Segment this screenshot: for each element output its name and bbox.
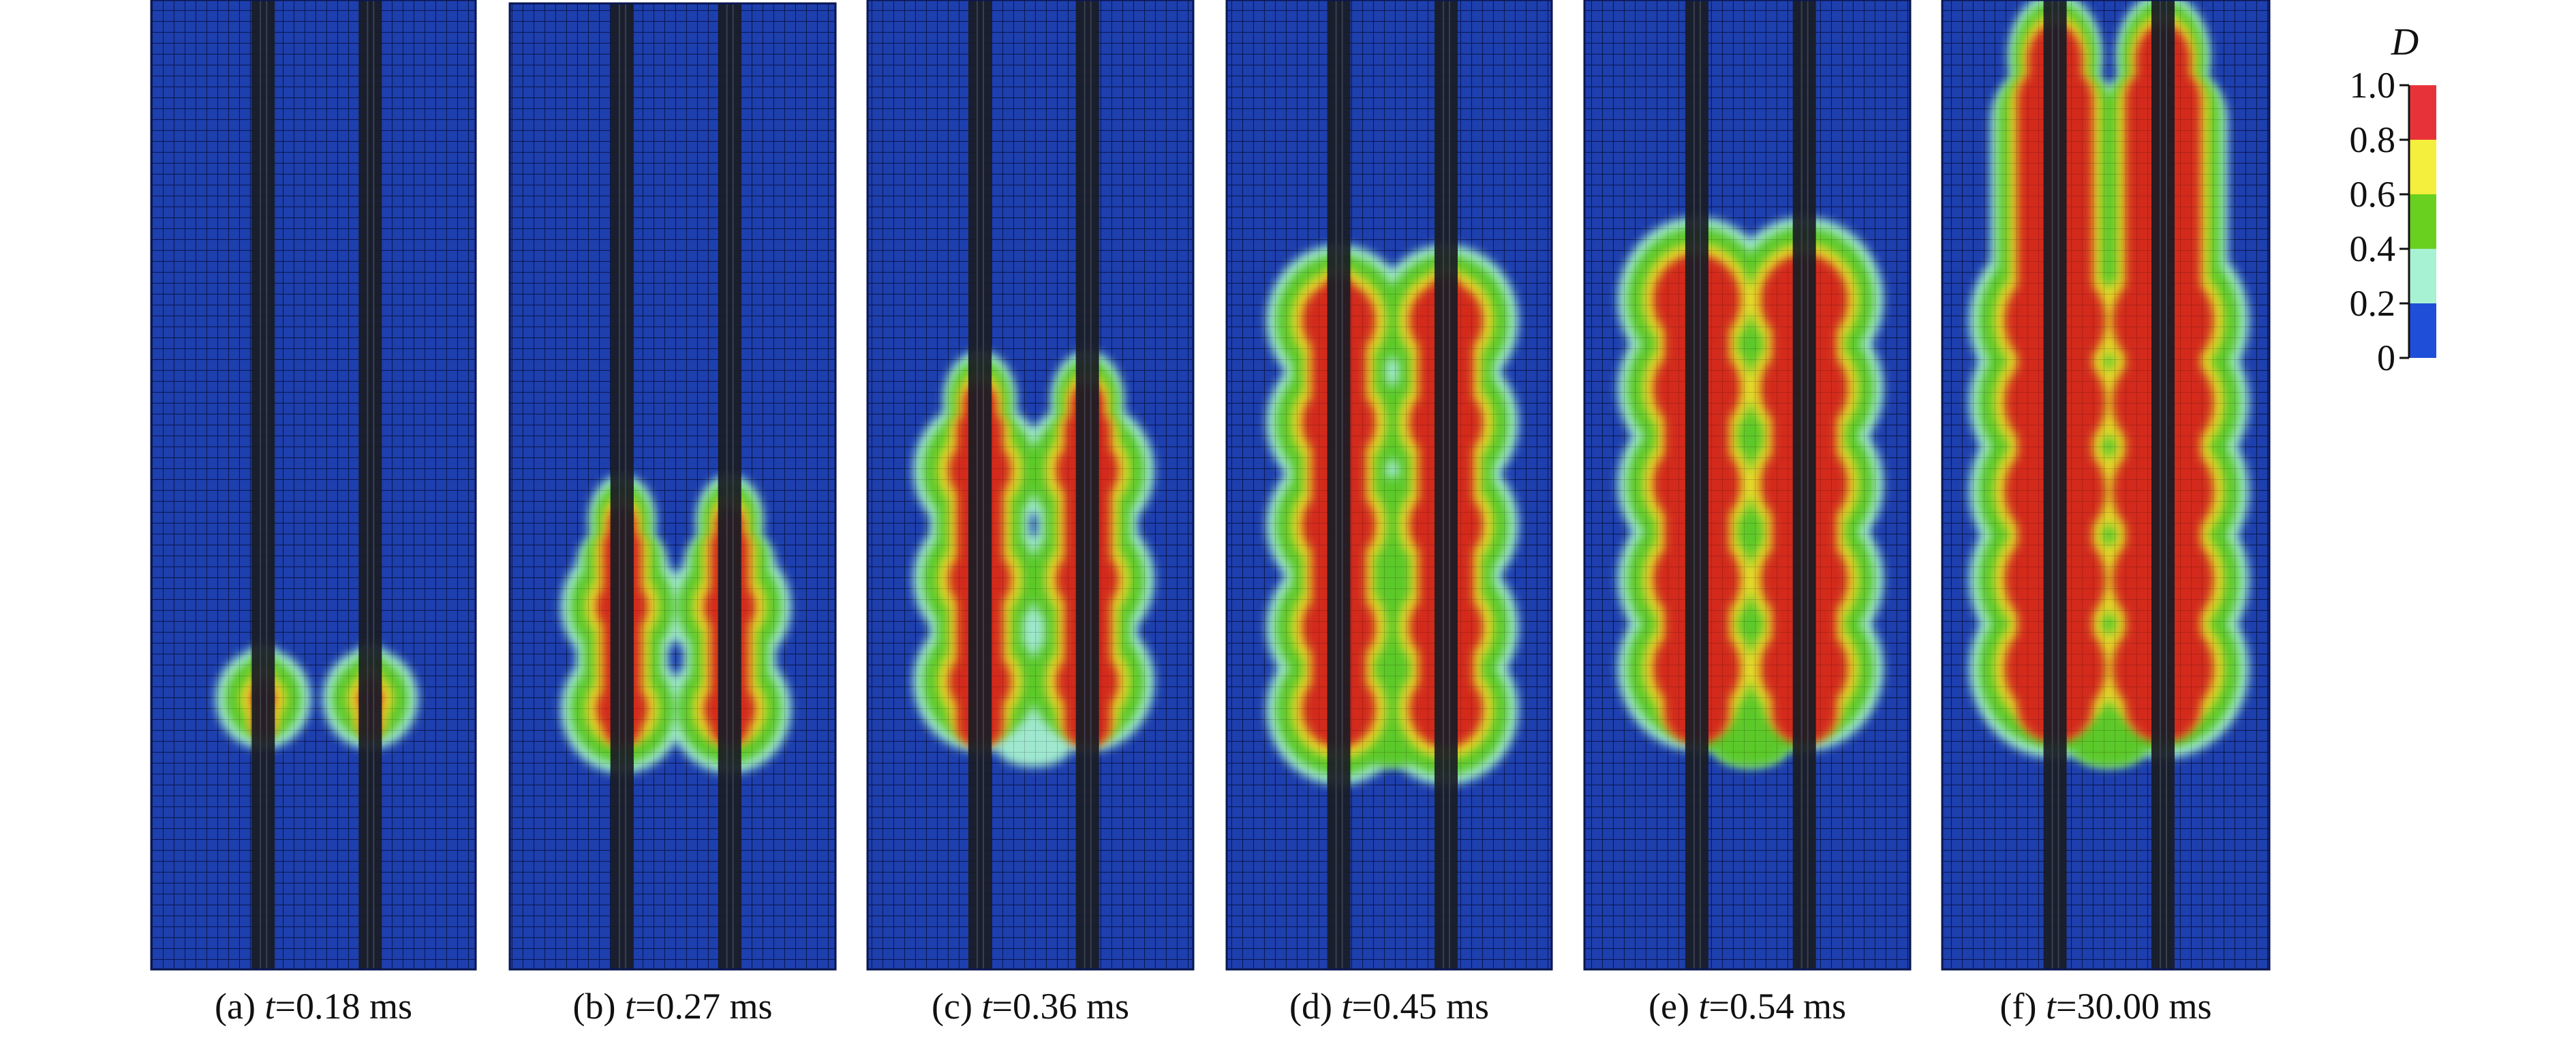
caption-value: =0.54 ms — [1708, 986, 1846, 1027]
panel-caption: (c) t=0.36 ms — [853, 985, 1208, 1027]
colorbar: 1.0 0.8 0.6 0.4 0.2 0 D — [2350, 21, 2436, 378]
caption-letter: (a) — [215, 986, 256, 1027]
caption-letter: (c) — [932, 986, 972, 1027]
rod-2 — [718, 3, 741, 969]
panel-f — [1941, 0, 2271, 971]
caption-letter: (d) — [1289, 986, 1332, 1027]
panel-a — [150, 0, 477, 971]
rod-2 — [1075, 0, 1099, 969]
panel-caption: (e) t=0.54 ms — [1570, 985, 1925, 1027]
panel-c — [866, 0, 1195, 971]
colorbar-tick-label: 0.2 — [2350, 283, 2396, 324]
colorbar-tick-label: 1.0 — [2350, 65, 2396, 106]
caption-variable: t — [981, 986, 992, 1027]
rod-1 — [610, 3, 634, 969]
rod-2 — [358, 0, 382, 969]
panel-e — [1583, 0, 1912, 971]
colorbar-tick-label: 0 — [2377, 337, 2395, 378]
rod-1 — [1685, 0, 1708, 969]
rod-2 — [1434, 0, 1458, 969]
colorbar-band-2 — [2409, 140, 2436, 194]
caption-value: =0.27 ms — [635, 986, 773, 1027]
caption-variable: t — [624, 986, 635, 1027]
colorbar-band-3 — [2409, 194, 2436, 249]
rod-1 — [2043, 0, 2067, 969]
caption-variable: t — [1698, 986, 1709, 1027]
colorbar-tick-label: 0.6 — [2350, 174, 2396, 215]
panel-caption: (a) t=0.18 ms — [136, 985, 491, 1027]
rod-1 — [1327, 0, 1351, 969]
rod-1 — [251, 0, 275, 969]
panel-b — [508, 2, 837, 971]
caption-variable: t — [264, 986, 275, 1027]
rod-2 — [2151, 0, 2175, 969]
caption-value: =0.36 ms — [992, 986, 1129, 1027]
caption-variable: t — [2045, 986, 2056, 1027]
colorbar-band-1 — [2409, 85, 2436, 140]
rod-1 — [968, 0, 992, 969]
colorbar-tick-label: 0.8 — [2350, 119, 2396, 160]
panel-d — [1225, 0, 1553, 971]
panel-caption: (b) t=0.27 ms — [495, 985, 850, 1027]
caption-value: =30.00 ms — [2055, 986, 2212, 1027]
caption-letter: (e) — [1649, 986, 1689, 1027]
caption-value: =0.45 ms — [1351, 986, 1489, 1027]
caption-letter: (f) — [1999, 986, 2037, 1027]
panel-caption: (f) t=30.00 ms — [1929, 985, 2283, 1027]
rod-2 — [1792, 0, 1816, 969]
colorbar-tick-label: 0.4 — [2350, 228, 2396, 269]
colorbar-title: D — [2391, 21, 2419, 63]
colorbar-band-4 — [2409, 249, 2436, 303]
caption-letter: (b) — [572, 986, 616, 1027]
colorbar-band-5 — [2409, 303, 2436, 358]
caption-variable: t — [1341, 986, 1352, 1027]
caption-value: =0.18 ms — [275, 986, 412, 1027]
panel-caption: (d) t=0.45 ms — [1212, 985, 1567, 1027]
